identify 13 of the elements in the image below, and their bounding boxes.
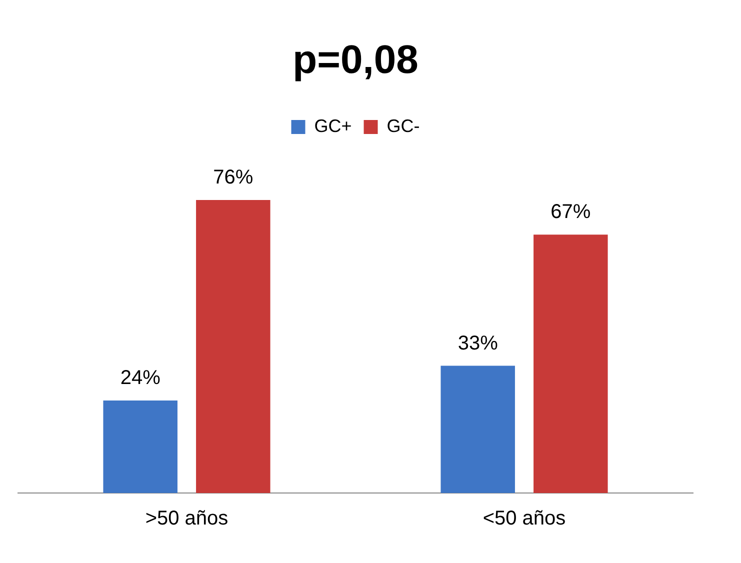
chart-title: p=0,08 <box>292 38 418 82</box>
data-label: 67% <box>550 201 591 224</box>
x-tick-label: >50 años <box>145 508 228 530</box>
bar <box>103 400 178 493</box>
legend-label: GC- <box>386 116 420 136</box>
x-tick-label: <50 años <box>482 508 566 530</box>
bar <box>196 200 270 493</box>
data-label: 33% <box>458 332 498 354</box>
bar <box>440 366 515 493</box>
data-label: 76% <box>213 166 254 188</box>
legend-label: GC+ <box>314 116 352 136</box>
data-label: 24% <box>120 366 161 389</box>
bar <box>534 234 608 493</box>
